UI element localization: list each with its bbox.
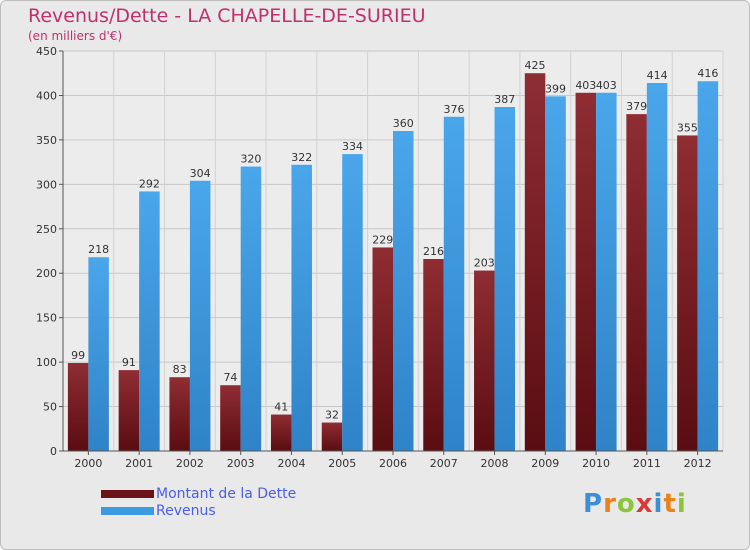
legend-label-revenus: Revenus bbox=[156, 503, 216, 519]
bar-revenus bbox=[697, 81, 719, 451]
bar-dette bbox=[423, 259, 444, 451]
data-labels: 99 218 91 292 83 304 74 320 41 322 32 334 229 360 216 3… bbox=[71, 59, 718, 421]
data-label-revenus: 320 bbox=[240, 153, 261, 166]
data-label-dette: 203 bbox=[474, 257, 495, 270]
bar-revenus bbox=[393, 131, 414, 451]
legend-label-debt: Montant de la Dette bbox=[156, 486, 297, 502]
data-label-revenus: 218 bbox=[88, 243, 109, 256]
bar-revenus bbox=[494, 107, 516, 451]
data-label-revenus: 387 bbox=[494, 93, 515, 106]
data-label-dette: 83 bbox=[173, 363, 187, 376]
logo-letter: r bbox=[603, 489, 617, 519]
axes: 0 50 100 150 200 250 300 350 400 450 2000 2001 2002 2… bbox=[36, 45, 723, 470]
data-label-revenus: 360 bbox=[393, 117, 414, 130]
legend-swatch-revenus bbox=[101, 507, 154, 515]
bar-revenus bbox=[189, 180, 211, 451]
bar-revenus bbox=[443, 116, 465, 452]
bar-revenus bbox=[646, 83, 668, 451]
proxiti-logo: Proxiti bbox=[583, 489, 687, 519]
y-tick-label: 450 bbox=[36, 45, 57, 58]
bar-dette bbox=[270, 414, 292, 451]
data-label-revenus: 403 bbox=[596, 79, 617, 92]
data-label-dette: 379 bbox=[626, 100, 647, 113]
logo-letter: i bbox=[653, 489, 664, 519]
data-label-dette: 216 bbox=[423, 245, 444, 258]
bar-revenus bbox=[88, 257, 109, 451]
x-tick-label: 2010 bbox=[582, 457, 610, 470]
data-label-dette: 32 bbox=[325, 409, 339, 422]
logo-letter: t bbox=[663, 489, 677, 519]
data-label-revenus: 416 bbox=[697, 67, 718, 80]
chart-subtitle: (en milliers d'€) bbox=[28, 29, 123, 43]
data-label-revenus: 304 bbox=[190, 167, 211, 180]
legend-swatch-debt bbox=[101, 490, 154, 498]
data-label-dette: 229 bbox=[372, 233, 393, 246]
x-tick-label: 2011 bbox=[633, 457, 661, 470]
x-tick-label: 2001 bbox=[125, 457, 153, 470]
bar-dette bbox=[575, 92, 597, 452]
data-label-dette: 41 bbox=[274, 401, 288, 414]
x-tick-label: 2000 bbox=[74, 457, 102, 470]
logo-letter: i bbox=[676, 489, 687, 519]
bar-revenus bbox=[139, 191, 160, 451]
bar-revenus bbox=[291, 164, 312, 451]
bar-dette bbox=[169, 377, 190, 451]
bar-revenus bbox=[240, 166, 262, 452]
x-tick-label: 2007 bbox=[430, 457, 458, 470]
y-tick-label: 350 bbox=[36, 134, 57, 147]
logo-letter: x bbox=[635, 489, 654, 519]
bar-dette bbox=[474, 270, 495, 451]
bars bbox=[67, 73, 719, 452]
data-label-dette: 74 bbox=[223, 371, 237, 384]
logo-letter: o bbox=[616, 489, 636, 519]
data-label-dette: 425 bbox=[525, 59, 546, 72]
y-tick-label: 150 bbox=[36, 312, 57, 325]
x-tick-label: 2006 bbox=[379, 457, 407, 470]
bar-dette bbox=[626, 114, 647, 451]
data-label-revenus: 334 bbox=[342, 140, 363, 153]
y-tick-label: 50 bbox=[43, 401, 57, 414]
x-tick-label: 2012 bbox=[684, 457, 712, 470]
bar-revenus bbox=[342, 154, 363, 451]
y-tick-label: 100 bbox=[36, 356, 57, 369]
data-label-revenus: 376 bbox=[444, 103, 465, 116]
data-label-revenus: 292 bbox=[139, 177, 160, 190]
data-label-revenus: 322 bbox=[291, 151, 312, 164]
data-label-dette: 355 bbox=[677, 121, 698, 134]
bar-dette bbox=[118, 370, 140, 451]
bar-dette bbox=[67, 363, 89, 451]
data-label-revenus: 399 bbox=[545, 82, 566, 95]
x-tick-label: 2003 bbox=[227, 457, 255, 470]
bar-revenus bbox=[596, 92, 617, 452]
data-label-dette: 91 bbox=[122, 356, 136, 369]
bar-dette bbox=[677, 135, 698, 451]
x-tick-label: 2004 bbox=[277, 457, 305, 470]
y-tick-label: 400 bbox=[36, 89, 57, 102]
x-tick-label: 2005 bbox=[328, 457, 356, 470]
x-tick-label: 2002 bbox=[176, 457, 204, 470]
bar-chart: 99 218 91 292 83 304 74 320 41 322 32 334 229 360 216 3… bbox=[36, 45, 724, 470]
bar-dette bbox=[321, 422, 343, 451]
y-tick-label: 250 bbox=[36, 223, 57, 236]
y-tick-label: 200 bbox=[36, 267, 57, 280]
data-label-dette: 99 bbox=[71, 349, 85, 362]
x-tick-label: 2009 bbox=[531, 457, 559, 470]
y-tick-label: 0 bbox=[50, 445, 57, 458]
bar-revenus bbox=[545, 96, 566, 451]
bar-dette bbox=[220, 385, 241, 451]
logo-letter: P bbox=[583, 489, 604, 519]
y-tick-label: 300 bbox=[36, 178, 57, 191]
data-label-dette: 403 bbox=[575, 79, 596, 92]
x-tick-label: 2008 bbox=[481, 457, 509, 470]
bar-dette bbox=[524, 73, 546, 451]
chart-title: Revenus/Dette - LA CHAPELLE-DE-SURIEU bbox=[28, 5, 426, 27]
data-label-revenus: 414 bbox=[647, 69, 668, 82]
bar-dette bbox=[372, 247, 393, 451]
